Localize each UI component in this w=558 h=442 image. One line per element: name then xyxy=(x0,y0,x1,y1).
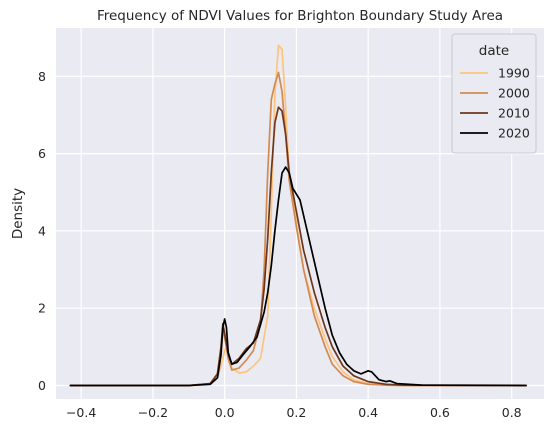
y-tick-label: 2 xyxy=(38,301,46,316)
legend-label: 2010 xyxy=(498,106,530,121)
x-tick-label: −0.4 xyxy=(66,405,96,420)
y-axis-label: Density xyxy=(10,188,26,239)
x-tick-label: 0.0 xyxy=(215,405,235,420)
legend-label: 2020 xyxy=(498,126,530,141)
y-tick-labels: 0 2 4 6 8 xyxy=(38,69,46,393)
chart-title: Frequency of NDVI Values for Brighton Bo… xyxy=(97,8,503,24)
y-tick-label: 6 xyxy=(38,146,46,161)
legend-items: 1990 2000 2010 2020 xyxy=(460,66,530,141)
legend-label: 2000 xyxy=(498,86,530,101)
legend-box xyxy=(451,33,537,154)
x-tick-label: 0.8 xyxy=(502,405,522,420)
legend: date 1990 2000 2010 2020 xyxy=(451,33,537,154)
y-tick-label: 4 xyxy=(38,223,46,238)
series-line-1990 xyxy=(69,44,527,387)
x-tick-label: 0.4 xyxy=(358,405,378,420)
x-tick-label: −0.2 xyxy=(138,405,168,420)
x-tick-label: 0.6 xyxy=(430,405,450,420)
legend-label: 1990 xyxy=(498,66,530,81)
y-tick-label: 0 xyxy=(38,378,46,393)
y-tick-label: 8 xyxy=(38,69,46,84)
series-lines xyxy=(69,44,527,387)
legend-title: date xyxy=(479,43,509,59)
x-tick-label: 0.2 xyxy=(286,405,306,420)
x-tick-labels: −0.4 −0.2 0.0 0.2 0.4 0.6 0.8 xyxy=(66,405,522,420)
series-line-2020 xyxy=(69,166,527,387)
